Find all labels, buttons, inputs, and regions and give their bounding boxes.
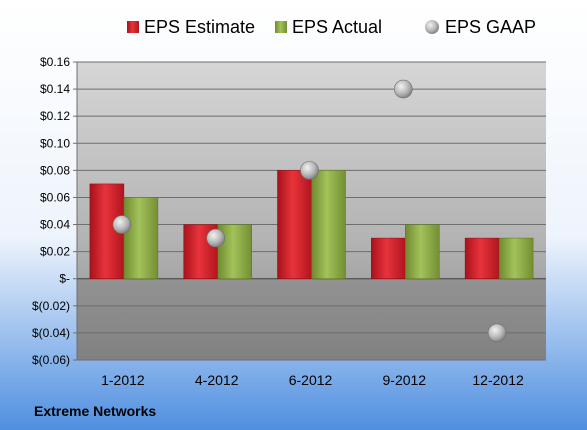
bar-eps-actual: [311, 170, 346, 279]
legend-swatch-gaap: [425, 20, 439, 34]
legend-label-gaap: EPS GAAP: [445, 17, 536, 37]
legend-label-actual: EPS Actual: [292, 17, 382, 37]
y-tick-label: $-: [59, 272, 70, 286]
x-axis: 1-2012 4-2012 6-2012 9-2012 12-2012: [101, 372, 524, 388]
y-axis: $0.16 $0.14 $0.12 $0.10 $0.08 $0.06 $0.04 $0.02…: [32, 55, 546, 367]
y-tick-label: $0.06: [40, 190, 70, 204]
bar-eps-estimate: [464, 237, 500, 279]
bar-eps-actual: [405, 224, 440, 279]
bar-eps-estimate: [277, 170, 312, 279]
marker-eps-gaap: [487, 323, 507, 343]
marker-eps-gaap: [112, 215, 132, 234]
gaap-markers: [112, 79, 507, 343]
y-tick-label: $(0.02): [32, 299, 70, 313]
legend-swatch-estimate: [127, 21, 139, 33]
legend-swatch-actual: [275, 21, 287, 33]
y-tick-label: $0.12: [40, 109, 70, 123]
marker-eps-gaap: [206, 228, 225, 248]
marker-eps-gaap: [300, 161, 319, 180]
marker-eps-gaap: [393, 79, 413, 99]
company-label: Extreme Networks: [34, 403, 156, 419]
y-tick-label: $0.08: [40, 163, 70, 177]
bar-eps-estimate: [371, 237, 406, 279]
y-tick-label: $(0.06): [32, 353, 70, 367]
x-tick-label: 12-2012: [472, 372, 524, 388]
y-tick-label: $0.14: [40, 82, 70, 96]
plot-negative-region: [77, 278, 546, 360]
x-tick-label: 1-2012: [101, 372, 145, 388]
legend: EPS Estimate EPS Actual EPS GAAP: [127, 17, 536, 37]
y-tick-label: $0.10: [40, 136, 70, 150]
legend-label-estimate: EPS Estimate: [144, 17, 255, 37]
x-tick-label: 9-2012: [383, 372, 427, 388]
y-tick-label: $0.16: [40, 55, 70, 69]
y-tick-label: $0.02: [40, 245, 70, 259]
y-tick-label: $(0.04): [32, 326, 70, 340]
bar-eps-actual: [498, 237, 534, 279]
x-tick-label: 6-2012: [289, 372, 333, 388]
x-tick-label: 4-2012: [195, 372, 239, 388]
y-tick-label: $0.04: [40, 218, 70, 232]
bar-eps-actual: [123, 197, 159, 279]
